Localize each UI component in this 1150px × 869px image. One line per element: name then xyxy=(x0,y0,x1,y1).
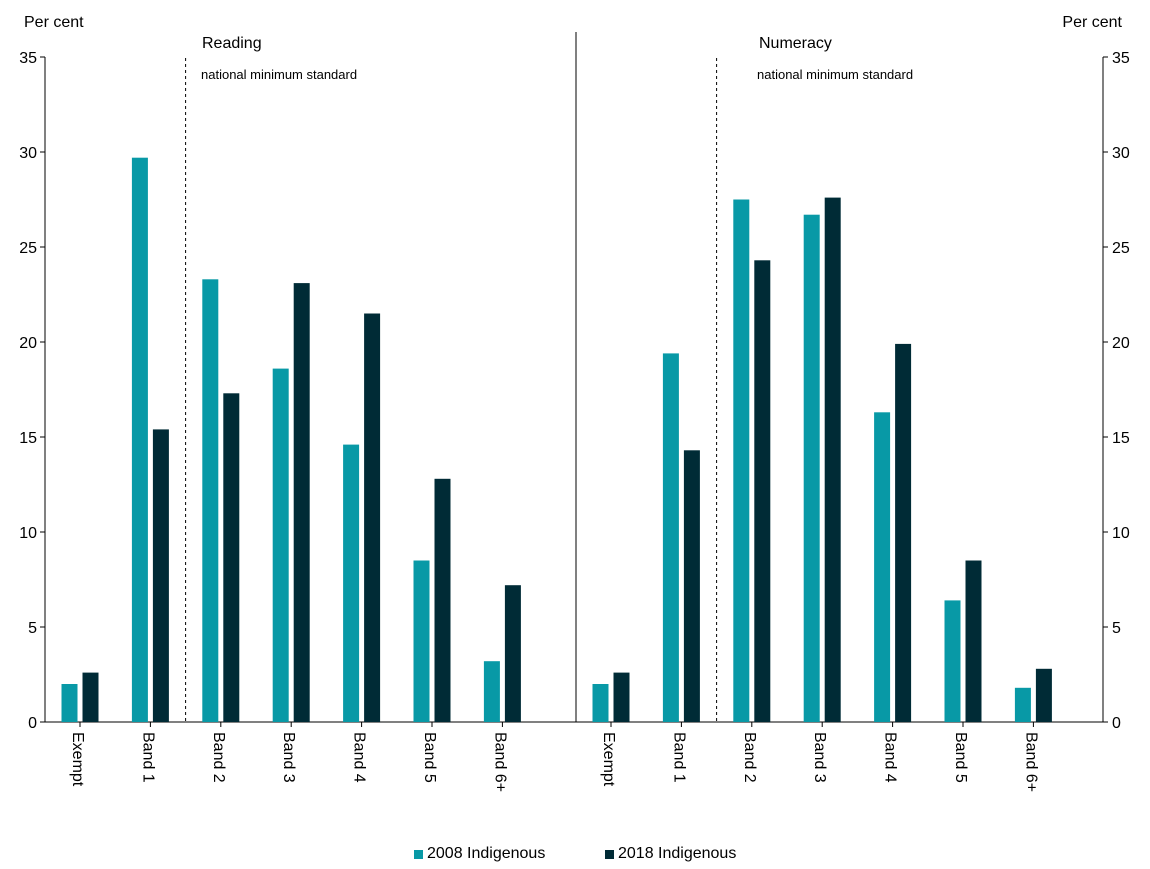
x-tick-label: Band 2 xyxy=(210,732,227,783)
legend-label-2018: 2018 Indigenous xyxy=(618,845,737,862)
bar-reading-2018 xyxy=(293,283,310,722)
bar-numeracy-2008 xyxy=(733,199,750,722)
y-tick-label-left: 35 xyxy=(19,50,37,67)
bar-reading-2018 xyxy=(223,393,240,722)
y-tick-label-left: 25 xyxy=(19,240,37,257)
bar-numeracy-2008 xyxy=(803,214,820,722)
bar-reading-2018 xyxy=(504,585,521,722)
bar-numeracy-2018 xyxy=(824,197,841,723)
y-axis-unit-left: Per cent xyxy=(24,14,84,31)
x-tick-label: Band 6+ xyxy=(1022,732,1039,792)
y-tick-label-left: 5 xyxy=(28,620,37,637)
bar-numeracy-2008 xyxy=(592,684,609,722)
x-tick-label: Band 4 xyxy=(882,732,899,783)
bar-numeracy-2008 xyxy=(874,412,891,722)
bar-reading-2008 xyxy=(61,684,78,722)
panel-title-reading: Reading xyxy=(202,35,262,52)
bar-numeracy-2018 xyxy=(895,343,912,722)
y-tick-label-left: 30 xyxy=(19,145,37,162)
bar-reading-2008 xyxy=(483,661,500,722)
x-tick-label: Band 1 xyxy=(670,732,687,783)
bar-reading-2008 xyxy=(343,444,360,722)
legend-swatch-2018 xyxy=(605,849,614,859)
y-tick-label-right: 5 xyxy=(1112,620,1121,637)
bar-reading-2018 xyxy=(434,478,451,722)
x-tick-label: Band 5 xyxy=(952,732,969,783)
x-tick-label: Band 4 xyxy=(351,732,368,783)
x-tick-label: Band 3 xyxy=(811,732,828,783)
x-tick-label: Band 6+ xyxy=(491,732,508,792)
y-axis-unit-right: Per cent xyxy=(1062,14,1122,31)
bar-numeracy-2008 xyxy=(1014,687,1031,722)
x-tick-label: Band 5 xyxy=(421,732,438,783)
y-tick-label-left: 0 xyxy=(28,715,37,732)
legend: 2008 Indigenous 2018 Indigenous xyxy=(0,845,1150,865)
y-tick-label-right: 0 xyxy=(1112,715,1121,732)
bar-numeracy-2018 xyxy=(1035,668,1052,722)
y-tick-label-left: 20 xyxy=(19,335,37,352)
x-tick-label: Exempt xyxy=(600,732,617,787)
bar-reading-2018 xyxy=(364,313,381,722)
y-tick-label-right: 20 xyxy=(1112,335,1130,352)
bar-reading-2008 xyxy=(131,157,148,722)
y-tick-label-right: 30 xyxy=(1112,145,1130,162)
bar-reading-2008 xyxy=(272,368,289,722)
y-tick-label-right: 25 xyxy=(1112,240,1130,257)
x-tick-label: Band 2 xyxy=(741,732,758,783)
y-tick-label-right: 10 xyxy=(1112,525,1130,542)
bar-numeracy-2018 xyxy=(965,560,982,722)
legend-item-2018: 2018 Indigenous xyxy=(605,845,736,863)
legend-item-2008: 2008 Indigenous xyxy=(414,845,545,863)
bar-numeracy-2018 xyxy=(683,450,700,722)
bar-reading-2008 xyxy=(413,560,430,722)
panel-title-numeracy: Numeracy xyxy=(759,35,832,52)
y-tick-label-right: 35 xyxy=(1112,50,1130,67)
x-tick-label: Exempt xyxy=(69,732,86,787)
y-tick-label-left: 15 xyxy=(19,430,37,447)
x-tick-label: Band 1 xyxy=(139,732,156,783)
y-tick-label-left: 10 xyxy=(19,525,37,542)
annotation-reading-minimum-standard: national minimum standard xyxy=(201,67,358,82)
bar-numeracy-2008 xyxy=(662,353,679,722)
annotation-numeracy-minimum-standard: national minimum standard xyxy=(757,67,914,82)
bar-reading-2008 xyxy=(202,279,219,722)
legend-swatch-2008 xyxy=(414,849,423,859)
bar-numeracy-2008 xyxy=(944,600,961,722)
x-tick-label: Band 3 xyxy=(280,732,297,783)
bar-numeracy-2018 xyxy=(754,260,771,722)
bar-reading-2018 xyxy=(152,429,169,722)
legend-label-2008: 2008 Indigenous xyxy=(427,845,546,862)
y-tick-label-right: 15 xyxy=(1112,430,1130,447)
bar-reading-2018 xyxy=(82,672,99,722)
bar-numeracy-2018 xyxy=(613,672,630,722)
